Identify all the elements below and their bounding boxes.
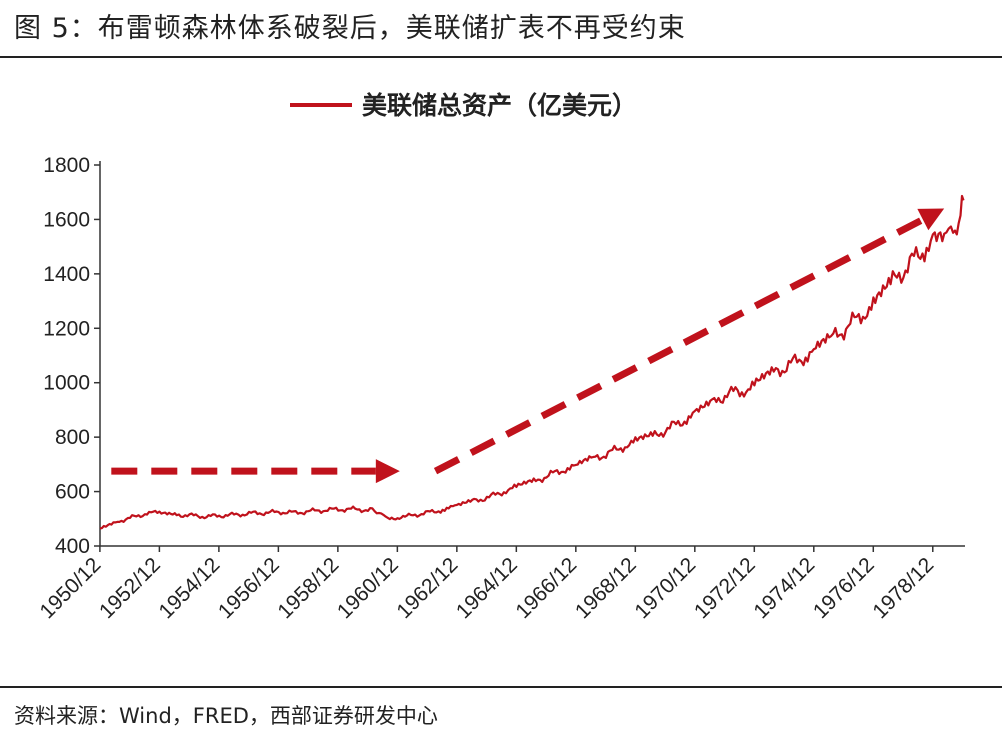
x-tick-label: 1956/12 — [214, 553, 284, 623]
x-tick-label: 1976/12 — [809, 553, 879, 623]
source-note: 资料来源：Wind，FRED，西部证券研发中心 — [14, 704, 438, 728]
y-tick-label: 1600 — [43, 208, 90, 231]
trend-arrow-head — [917, 208, 945, 231]
x-tick-label: 1950/12 — [35, 553, 105, 623]
y-tick-label: 600 — [55, 481, 90, 504]
x-tick-label: 1972/12 — [690, 553, 760, 623]
x-tick-label: 1970/12 — [630, 553, 700, 623]
x-tick-label: 1968/12 — [571, 553, 641, 623]
series-layer — [99, 194, 965, 530]
annotation-layer — [111, 208, 945, 484]
y-tick-label: 1200 — [43, 317, 90, 340]
y-tick-label: 800 — [55, 426, 90, 449]
top-divider — [0, 56, 1002, 58]
x-tick-label: 1978/12 — [868, 553, 938, 623]
bottom-divider — [0, 686, 1002, 688]
chart-legend: 美联储总资产（亿美元） — [290, 91, 637, 120]
x-tick-label: 1960/12 — [333, 553, 403, 623]
x-tick-label: 1964/12 — [452, 553, 522, 623]
x-tick-label: 1954/12 — [154, 553, 224, 623]
x-axis: 1950/121952/121954/121956/121958/121960/… — [35, 545, 965, 623]
y-tick-label: 1800 — [43, 154, 90, 177]
trend-arrow-head — [375, 459, 400, 484]
x-tick-label: 1952/12 — [95, 553, 165, 623]
trend-arrow-shaft — [433, 216, 925, 475]
x-tick-label: 1966/12 — [511, 553, 581, 623]
x-tick-label: 1974/12 — [749, 553, 819, 623]
y-axis: 400 600 800 1000 1200 1400 1600 1800 — [43, 154, 101, 558]
y-tick-label: 1400 — [43, 263, 90, 286]
series-line — [99, 194, 965, 530]
x-tick-label: 1962/12 — [392, 553, 462, 623]
figure-title: 图 5：布雷顿森林体系破裂后，美联储扩表不再受约束 — [14, 13, 686, 44]
y-tick-label: 400 — [55, 535, 90, 558]
x-tick-label: 1958/12 — [273, 553, 343, 623]
legend-label: 美联储总资产（亿美元） — [362, 91, 637, 120]
y-tick-label: 1000 — [43, 372, 90, 395]
